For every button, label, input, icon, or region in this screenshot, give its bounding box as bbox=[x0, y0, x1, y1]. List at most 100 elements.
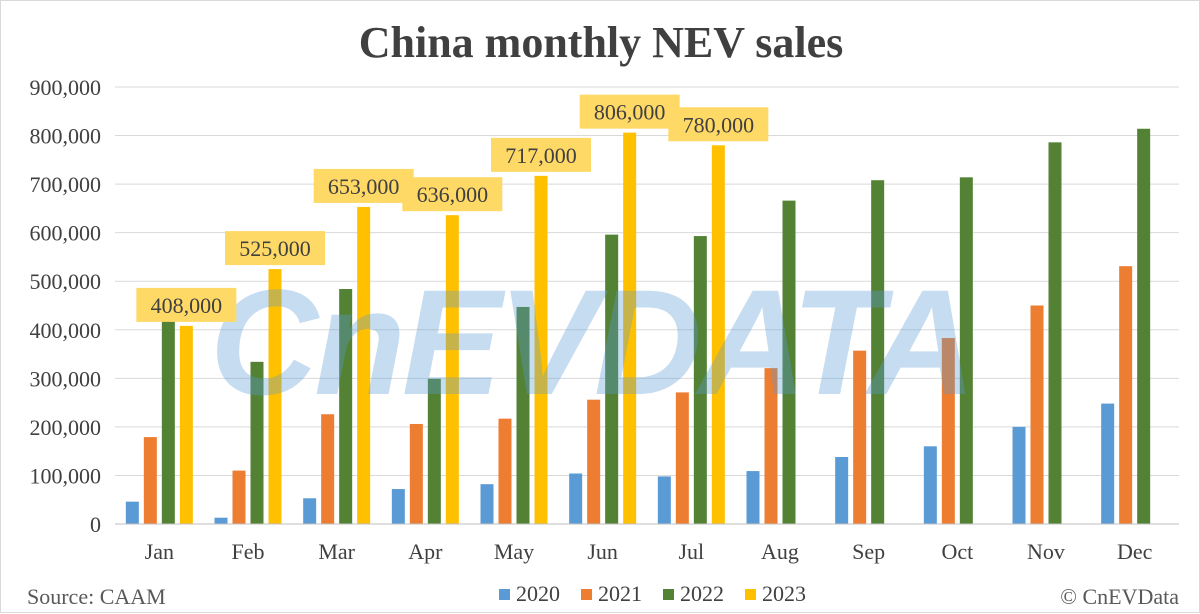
bar-2022-may bbox=[516, 306, 530, 524]
data-label: 408,000 bbox=[136, 287, 237, 322]
x-tick-label: Jan bbox=[145, 539, 174, 564]
legend-item-2023: 2023 bbox=[745, 581, 806, 606]
chart-title: China monthly NEV sales bbox=[359, 18, 844, 67]
bar-2020-mar bbox=[303, 498, 317, 524]
bar-2021-feb bbox=[232, 470, 246, 524]
bar-2022-jun bbox=[605, 234, 619, 524]
bar-2023-mar bbox=[357, 206, 371, 524]
bar-2020-nov bbox=[1012, 426, 1026, 524]
bar-2020-jun bbox=[569, 473, 583, 524]
x-tick-label: Oct bbox=[941, 539, 973, 564]
x-tick-label: Nov bbox=[1027, 539, 1065, 564]
x-tick-label: Feb bbox=[232, 539, 265, 564]
y-tick-label: 700,000 bbox=[30, 172, 102, 197]
bar-2020-feb bbox=[214, 517, 228, 524]
data-label-text: 653,000 bbox=[328, 174, 400, 199]
bar-2022-nov bbox=[1048, 142, 1062, 524]
y-tick-label: 0 bbox=[90, 512, 101, 537]
bar-2022-feb bbox=[250, 361, 264, 524]
bar-2022-jul bbox=[693, 236, 707, 524]
bar-2021-dec bbox=[1119, 266, 1133, 524]
y-tick-label: 200,000 bbox=[30, 415, 102, 440]
bar-2023-may bbox=[534, 175, 548, 524]
legend-swatch bbox=[581, 589, 592, 600]
bar-2022-mar bbox=[339, 288, 353, 524]
bar-2021-oct bbox=[941, 338, 955, 524]
x-axis-ticks: Jan Feb Mar Apr May Jun Jul Aug Sep Oct Nov Dec bbox=[145, 539, 1153, 564]
data-label: 525,000 bbox=[225, 231, 325, 266]
y-tick-label: 100,000 bbox=[30, 463, 102, 488]
y-tick-label: 400,000 bbox=[30, 318, 102, 343]
bar-2023-feb bbox=[268, 269, 282, 524]
legend-label: 2022 bbox=[680, 581, 724, 606]
legend-swatch bbox=[745, 589, 756, 600]
bar-2023-jan bbox=[179, 325, 193, 524]
bar-2020-apr bbox=[391, 489, 405, 524]
legend-swatch bbox=[663, 589, 674, 600]
watermark: CnEVDATA bbox=[210, 258, 972, 426]
data-label: 653,000 bbox=[313, 168, 414, 203]
bar-2021-jun bbox=[587, 399, 601, 524]
y-tick-label: 600,000 bbox=[30, 221, 102, 246]
legend-item-2022: 2022 bbox=[663, 581, 724, 606]
bar-2022-jan bbox=[161, 314, 175, 524]
bars bbox=[125, 128, 1151, 525]
x-tick-label: Dec bbox=[1117, 539, 1153, 564]
bar-2022-oct bbox=[959, 177, 973, 524]
bar-2023-jun bbox=[623, 132, 637, 525]
bar-2020-sep bbox=[835, 456, 849, 524]
data-label: 636,000 bbox=[402, 177, 503, 212]
data-label-text: 806,000 bbox=[594, 100, 666, 125]
data-label: 717,000 bbox=[491, 137, 591, 172]
y-tick-label: 500,000 bbox=[30, 269, 102, 294]
data-label-text: 780,000 bbox=[683, 112, 755, 137]
x-tick-label: Aug bbox=[761, 539, 799, 564]
bar-2021-sep bbox=[853, 350, 867, 524]
bar-2023-apr bbox=[445, 215, 459, 525]
bar-2022-aug bbox=[782, 200, 796, 524]
y-tick-label: 900,000 bbox=[30, 75, 102, 100]
x-tick-label: Jul bbox=[678, 539, 704, 564]
data-label-box bbox=[136, 287, 237, 322]
data-label: 780,000 bbox=[668, 107, 769, 142]
data-labels: 408,000 525,000 653,000 636,000 717,000 806,0… bbox=[136, 94, 769, 322]
data-label-text: 717,000 bbox=[505, 143, 577, 168]
bar-2023-jul bbox=[711, 145, 725, 524]
legend-label: 2023 bbox=[762, 581, 806, 606]
data-label-text: 636,000 bbox=[417, 182, 489, 207]
bar-2020-jan bbox=[125, 501, 139, 524]
bar-2021-may bbox=[498, 418, 512, 524]
legend-swatch bbox=[499, 589, 510, 600]
legend-item-2021: 2021 bbox=[581, 581, 642, 606]
data-label-box bbox=[668, 107, 769, 142]
y-tick-label: 300,000 bbox=[30, 366, 102, 391]
bar-2021-nov bbox=[1030, 305, 1044, 524]
bar-2021-jan bbox=[143, 437, 157, 524]
legend-item-2020: 2020 bbox=[499, 581, 560, 606]
x-tick-label: Sep bbox=[852, 539, 885, 564]
bar-2020-aug bbox=[746, 471, 760, 524]
y-axis-ticks: 0 100,000 200,000 300,000 400,000 500,000 600,… bbox=[30, 75, 102, 537]
data-label-box bbox=[225, 231, 325, 266]
bar-2020-dec bbox=[1101, 403, 1115, 524]
bar-2020-jul bbox=[657, 476, 671, 524]
bar-2020-may bbox=[480, 484, 494, 524]
data-label-box bbox=[579, 94, 680, 129]
legend-label: 2021 bbox=[598, 581, 642, 606]
data-label: 806,000 bbox=[579, 94, 680, 129]
data-label-text: 525,000 bbox=[239, 236, 311, 261]
bar-2022-dec bbox=[1137, 128, 1151, 524]
bar-2022-sep bbox=[871, 180, 885, 524]
bar-2021-apr bbox=[409, 423, 423, 524]
data-label-text: 408,000 bbox=[151, 293, 223, 318]
bar-2020-oct bbox=[923, 446, 937, 524]
data-label-box bbox=[402, 177, 503, 212]
copyright-note: © CnEVData bbox=[1060, 584, 1179, 609]
data-label-box bbox=[491, 137, 591, 172]
x-tick-label: Apr bbox=[408, 539, 443, 564]
legend-label: 2020 bbox=[516, 581, 560, 606]
bar-2021-aug bbox=[764, 368, 778, 524]
x-tick-label: May bbox=[494, 539, 534, 564]
